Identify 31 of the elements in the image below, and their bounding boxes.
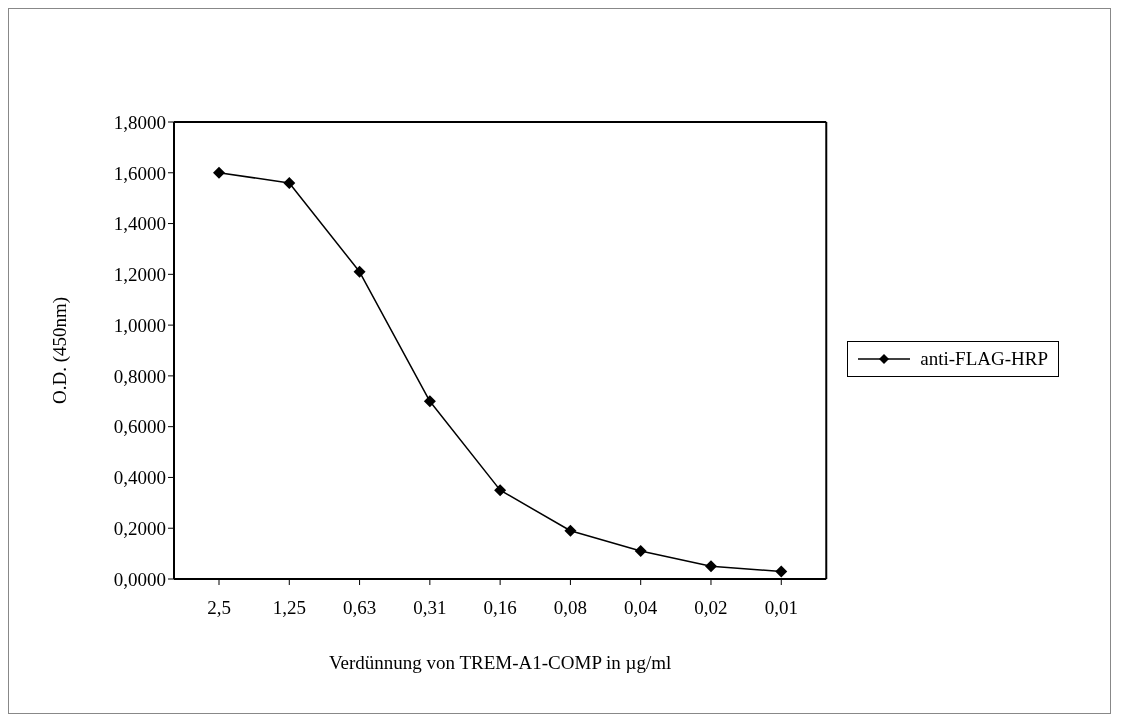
point bbox=[213, 166, 225, 179]
x-tick-label: 0,31 bbox=[413, 597, 447, 619]
x-tick-label: 0,02 bbox=[694, 597, 728, 619]
x-tick-label: 2,5 bbox=[207, 597, 231, 619]
x-tick-label: 0,04 bbox=[624, 597, 658, 619]
x-tick-label: 0,08 bbox=[553, 597, 588, 619]
point bbox=[775, 565, 788, 578]
x-tick-label: 1,25 bbox=[272, 597, 306, 619]
point bbox=[704, 560, 717, 573]
y-tick-label: 0,6000 bbox=[113, 416, 166, 438]
y-tick-label: 1,8000 bbox=[113, 111, 166, 133]
point bbox=[494, 484, 507, 497]
point bbox=[283, 176, 296, 189]
y-tick-label: 1,0000 bbox=[113, 314, 166, 336]
y-tick-label: 0,8000 bbox=[113, 365, 166, 387]
point bbox=[353, 265, 366, 278]
x-tick-label: 0,63 bbox=[342, 597, 377, 619]
y-tick-label: 1,6000 bbox=[113, 162, 166, 184]
y-axis-title: O.D. (450nm) bbox=[48, 296, 71, 405]
x-axis-title: Verdünnung von TREM-A1-COMP in µg/ml bbox=[328, 652, 672, 673]
y-tick-label: 0,2000 bbox=[113, 517, 166, 539]
y-tick-label: 0,0000 bbox=[113, 568, 166, 590]
legend-label: anti-FLAG-HRP bbox=[920, 348, 1048, 370]
y-tick-label: 1,4000 bbox=[113, 213, 166, 235]
point bbox=[564, 524, 577, 537]
point bbox=[634, 545, 647, 558]
x-tick-label: 0,01 bbox=[764, 597, 798, 619]
y-tick-label: 0,4000 bbox=[113, 467, 166, 489]
point bbox=[423, 395, 436, 408]
x-tick-label: 0,16 bbox=[483, 597, 517, 619]
y-tick-label: 1,2000 bbox=[113, 264, 166, 286]
